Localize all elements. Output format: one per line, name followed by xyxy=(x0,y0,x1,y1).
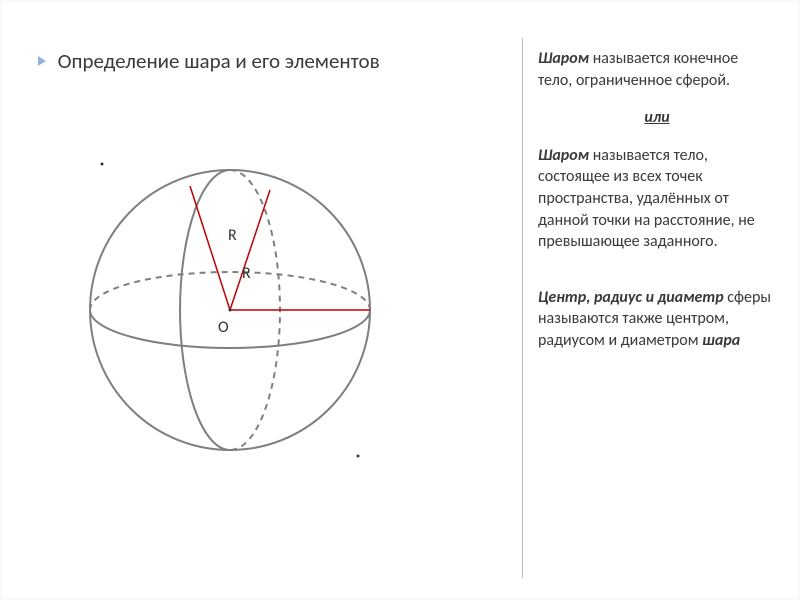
def2-term: Шаром xyxy=(538,146,589,165)
definition-1: Шаром называется конечное тело, ограниче… xyxy=(538,48,776,91)
slide-heading: Определение шара и его элементов xyxy=(58,48,380,74)
column-separator xyxy=(522,38,523,578)
radius-v-right xyxy=(230,190,270,310)
definition-2: Шаром называется тело, состоящее из всех… xyxy=(538,145,776,253)
label-R2: R xyxy=(242,264,251,283)
right-column: Шаром называется конечное тело, ограниче… xyxy=(538,48,776,368)
equator-back xyxy=(90,272,370,310)
sphere-diagram: О R R xyxy=(70,150,390,470)
or-separator: или xyxy=(538,107,776,129)
meridian-front xyxy=(180,170,230,450)
def1-term: Шаром xyxy=(538,49,589,68)
def3-end: шара xyxy=(702,331,740,350)
equator-front xyxy=(90,310,370,348)
center-dot xyxy=(229,309,232,312)
corner-dot-1 xyxy=(101,163,104,166)
bullet-triangle-icon xyxy=(38,56,46,66)
label-O: О xyxy=(218,318,229,337)
def3-term: Центр, радиус и диаметр xyxy=(538,288,724,307)
radius-v-left xyxy=(190,186,230,310)
corner-dot-2 xyxy=(357,455,360,458)
label-R1: R xyxy=(228,226,237,245)
heading-row: Определение шара и его элементов xyxy=(38,48,514,75)
left-column: Определение шара и его элементов xyxy=(38,48,514,75)
definition-3: Центр, радиус и диаметр сферы называются… xyxy=(538,287,776,352)
